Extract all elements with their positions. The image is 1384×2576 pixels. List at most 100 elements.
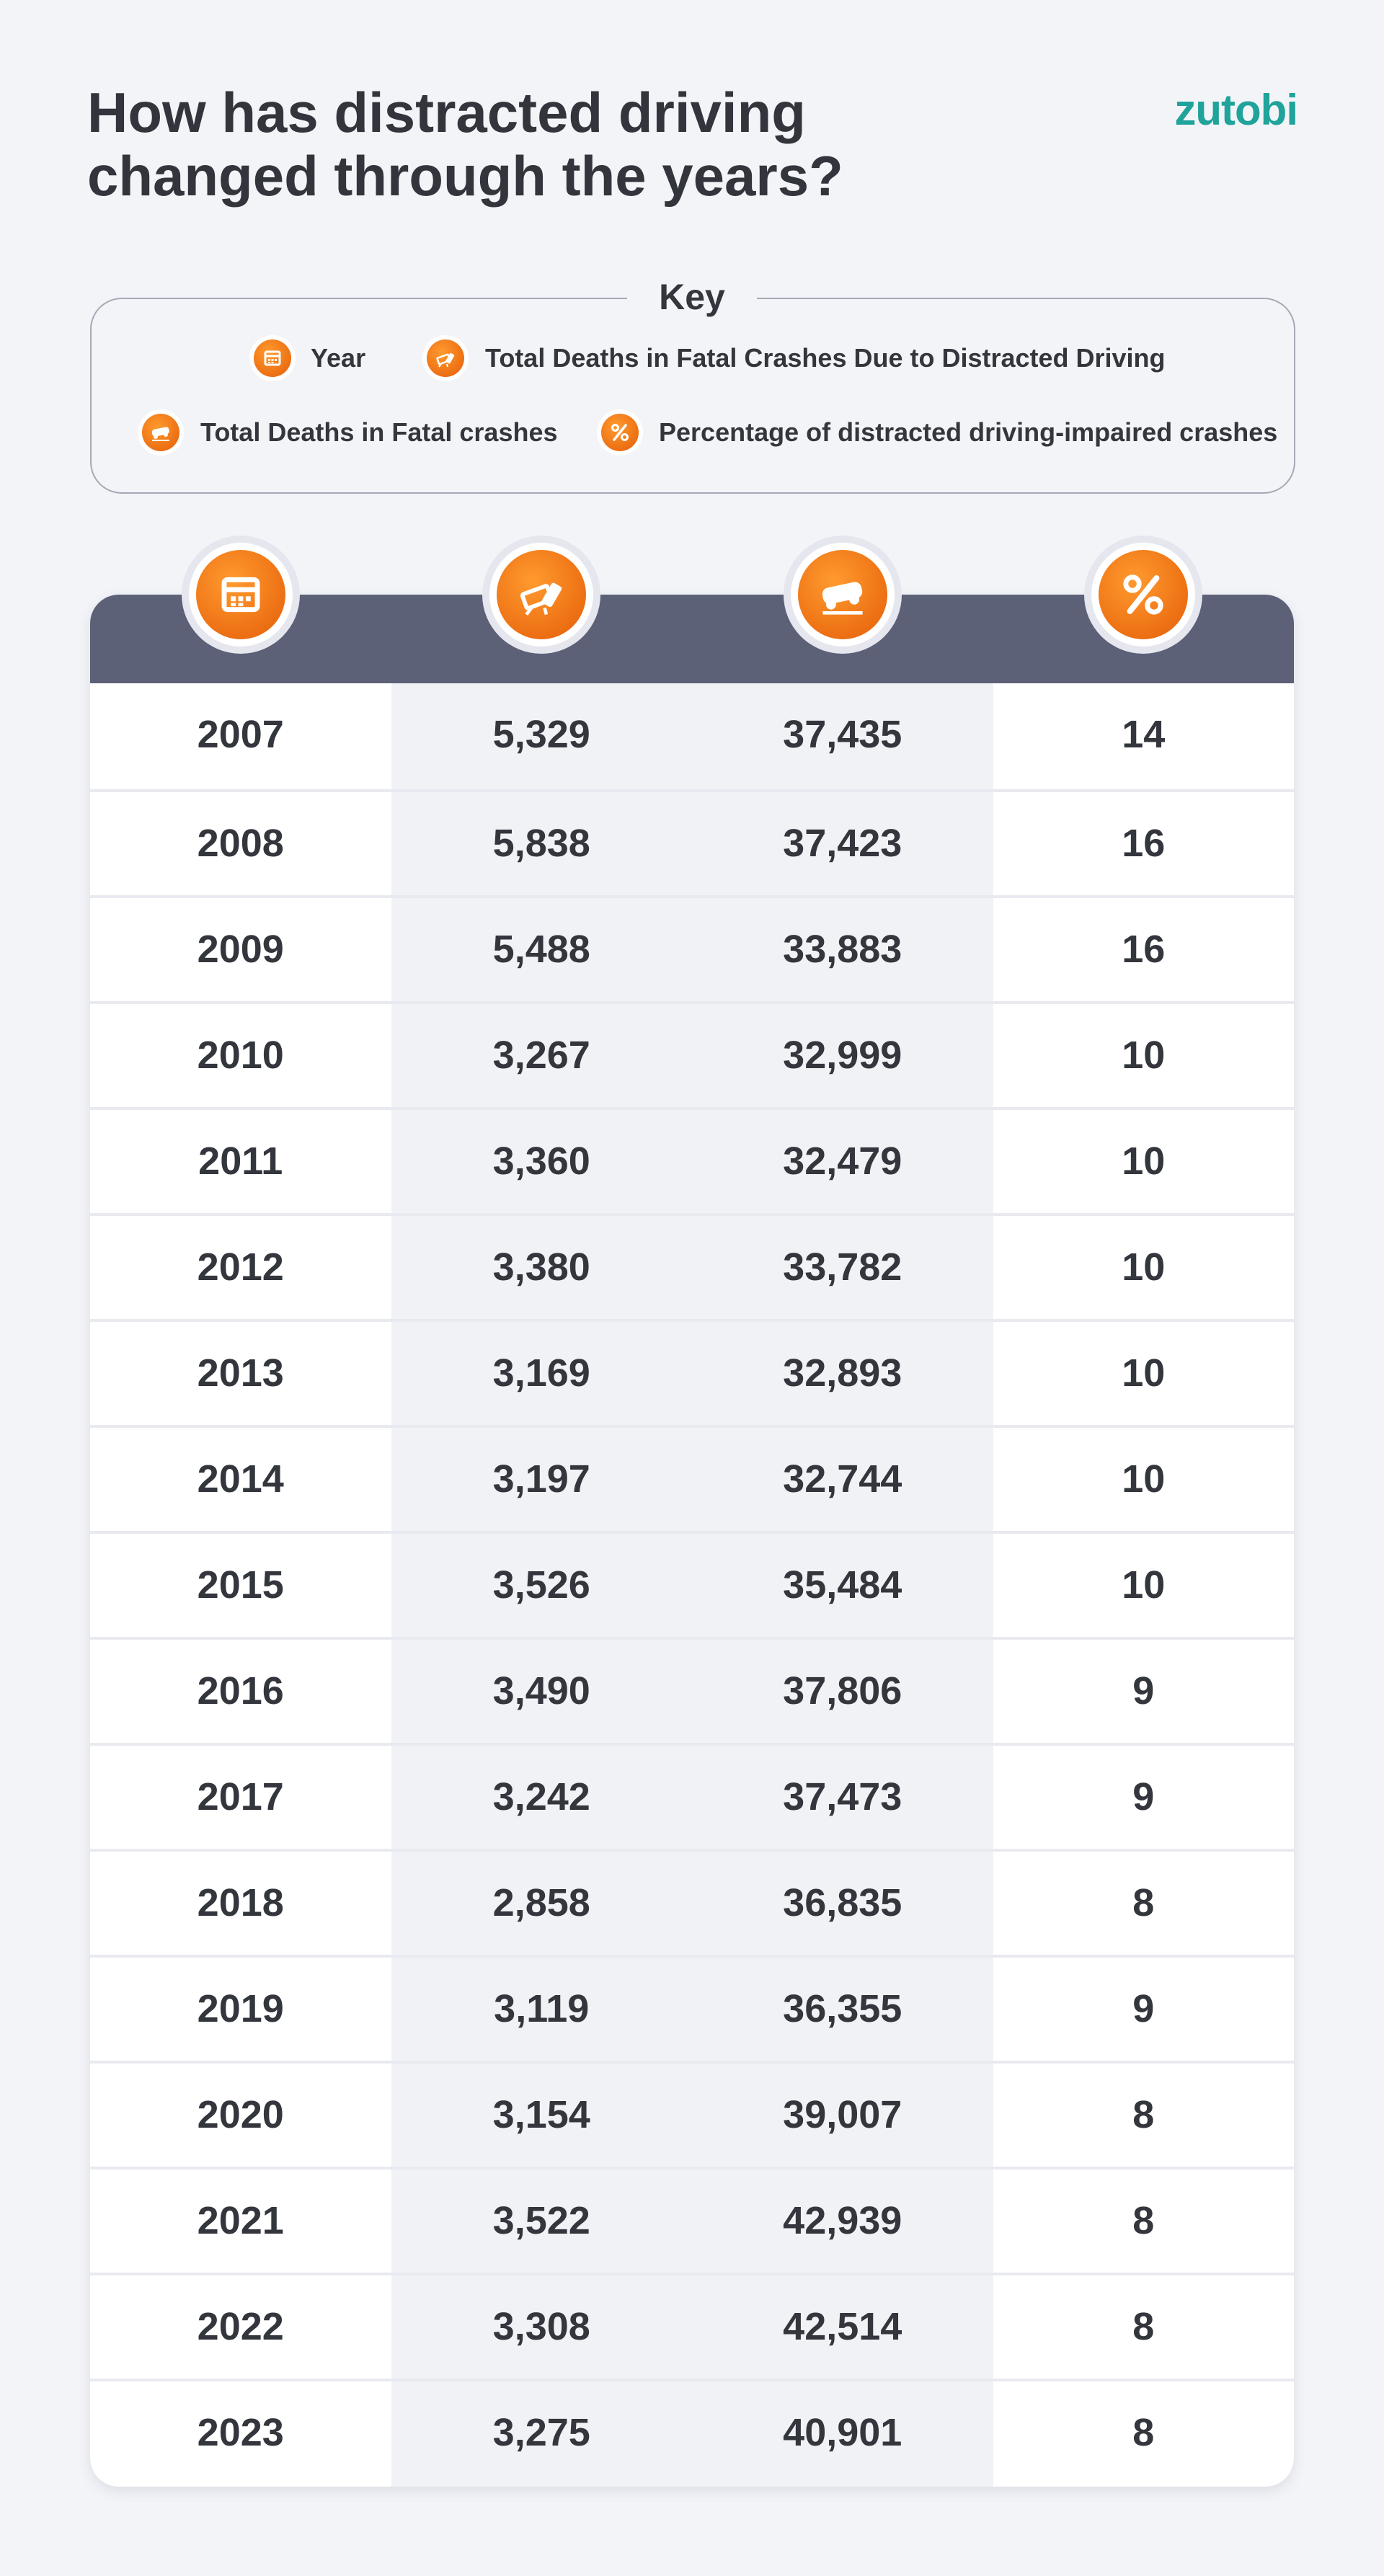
table-cell: 2019 xyxy=(197,1987,284,2030)
table-cell: 8 xyxy=(1132,2411,1155,2454)
table-cell: 2,858 xyxy=(492,1881,590,1924)
table-row: 2023 3,275 40,901 8 xyxy=(90,2379,1294,2484)
table-cell: 32,744 xyxy=(783,1457,902,1501)
table-cell: 3,169 xyxy=(492,1351,590,1395)
key-item: Year xyxy=(311,343,366,373)
table-cell: 5,488 xyxy=(492,928,590,971)
table-cell: 3,308 xyxy=(492,2305,590,2348)
key-icon-fatal xyxy=(138,409,184,456)
table-row: 2012 3,380 33,782 10 xyxy=(90,1213,1294,1319)
table-row: 2021 3,522 42,939 8 xyxy=(90,2167,1294,2273)
table-row: 2014 3,197 32,744 10 xyxy=(90,1425,1294,1531)
table-row: 2013 3,169 32,893 10 xyxy=(90,1319,1294,1425)
table-cell: 9 xyxy=(1132,1987,1155,2030)
table-cell: 10 xyxy=(1122,1457,1166,1501)
table-cell: 16 xyxy=(1122,822,1166,865)
brand-logo: zutobi xyxy=(1174,86,1298,134)
table-cell: 5,838 xyxy=(492,822,590,865)
table-cell: 36,835 xyxy=(783,1881,902,1924)
table-cell: 3,522 xyxy=(492,2199,590,2242)
table-cell: 16 xyxy=(1122,928,1166,971)
table-row: 2007 5,329 37,435 14 xyxy=(90,683,1294,789)
table-row: 2017 3,242 37,473 9 xyxy=(90,1743,1294,1849)
table-cell: 2018 xyxy=(197,1881,284,1924)
table-cell: 3,360 xyxy=(492,1140,590,1183)
key-item: Total Deaths in Fatal Crashes Due to Dis… xyxy=(485,343,1166,373)
key-title: Key xyxy=(627,277,757,317)
table-row: 2015 3,526 35,484 10 xyxy=(90,1531,1294,1637)
table-cell: 32,999 xyxy=(783,1034,902,1077)
table-cell: 3,154 xyxy=(492,2093,590,2136)
title-line: How has distracted driving xyxy=(87,81,806,144)
table-cell: 2022 xyxy=(197,2305,284,2348)
table-cell: 2017 xyxy=(197,1775,284,1818)
table-cell: 10 xyxy=(1122,1140,1166,1183)
table-cell: 37,806 xyxy=(783,1669,902,1713)
table-cell: 3,526 xyxy=(492,1563,590,1607)
key-icon-distracted xyxy=(422,335,469,381)
table-cell: 33,782 xyxy=(783,1245,902,1289)
table-cell: 14 xyxy=(1122,713,1166,756)
table-cell: 37,473 xyxy=(783,1775,902,1818)
table-cell: 10 xyxy=(1122,1034,1166,1077)
table-cell: 9 xyxy=(1132,1669,1155,1713)
table-row: 2016 3,490 37,806 9 xyxy=(90,1637,1294,1743)
table-cell: 3,242 xyxy=(492,1775,590,1818)
table-cell: 35,484 xyxy=(783,1563,902,1607)
table-cell: 8 xyxy=(1132,1881,1155,1924)
table-cell: 2012 xyxy=(197,1245,284,1289)
table-cell: 40,901 xyxy=(783,2411,902,2454)
table-cell: 2008 xyxy=(197,822,284,865)
table-cell: 2016 xyxy=(197,1669,284,1713)
table-cell: 2011 xyxy=(198,1140,283,1183)
table-cell: 3,380 xyxy=(492,1245,590,1289)
table-cell: 2007 xyxy=(197,713,284,756)
table-row: 2019 3,119 36,355 9 xyxy=(90,1955,1294,2061)
table-cell: 8 xyxy=(1132,2305,1155,2348)
table-cell: 2021 xyxy=(197,2199,284,2242)
key-icon-percent xyxy=(597,409,643,456)
table-row: 2022 3,308 42,514 8 xyxy=(90,2273,1294,2379)
title-line: changed through the years? xyxy=(87,144,843,208)
column-shade xyxy=(391,683,993,2487)
table-row: 2018 2,858 36,835 8 xyxy=(90,1849,1294,1955)
table-row: 2008 5,838 37,423 16 xyxy=(90,789,1294,895)
table-cell: 2015 xyxy=(197,1563,284,1607)
table-cell: 2009 xyxy=(197,928,284,971)
table-cell: 3,267 xyxy=(492,1034,590,1077)
title: How has distracted driving changed throu… xyxy=(87,81,843,208)
key-icon-year xyxy=(249,335,296,381)
table-cell: 39,007 xyxy=(783,2093,902,2136)
table-cell: 2023 xyxy=(197,2411,284,2454)
table-cell: 37,423 xyxy=(783,822,902,865)
data-table: 2007 5,329 37,435 14 2008 5,838 37,423 16 2009 5,… xyxy=(90,595,1294,2487)
table-cell: 2020 xyxy=(197,2093,284,2136)
table-cell: 3,119 xyxy=(494,1987,590,2030)
key-item: Percentage of distracted driving-impaire… xyxy=(659,417,1278,447)
table-cell: 10 xyxy=(1122,1351,1166,1395)
key-item: Total Deaths in Fatal crashes xyxy=(200,417,558,447)
table-cell: 36,355 xyxy=(783,1987,902,2030)
table-cell: 9 xyxy=(1132,1775,1155,1818)
table-cell: 5,329 xyxy=(492,713,590,756)
key-title-wrap: Key xyxy=(0,276,1384,318)
table-cell: 2010 xyxy=(197,1034,284,1077)
table-cell: 3,197 xyxy=(492,1457,590,1501)
table-row: 2011 3,360 32,479 10 xyxy=(90,1107,1294,1213)
table-cell: 33,883 xyxy=(783,928,902,971)
table-cell: 2014 xyxy=(197,1457,284,1501)
table-cell: 42,939 xyxy=(783,2199,902,2242)
table-cell: 3,275 xyxy=(492,2411,590,2454)
table-cell: 37,435 xyxy=(783,713,902,756)
table-cell: 32,479 xyxy=(783,1140,902,1183)
table-cell: 3,490 xyxy=(492,1669,590,1713)
table-cell: 10 xyxy=(1122,1245,1166,1289)
table-row: 2020 3,154 39,007 8 xyxy=(90,2061,1294,2167)
table-row: 2009 5,488 33,883 16 xyxy=(90,895,1294,1001)
table-row: 2010 3,267 32,999 10 xyxy=(90,1001,1294,1107)
table-cell: 10 xyxy=(1122,1563,1166,1607)
table-cell: 42,514 xyxy=(783,2305,902,2348)
table-cell: 32,893 xyxy=(783,1351,902,1395)
